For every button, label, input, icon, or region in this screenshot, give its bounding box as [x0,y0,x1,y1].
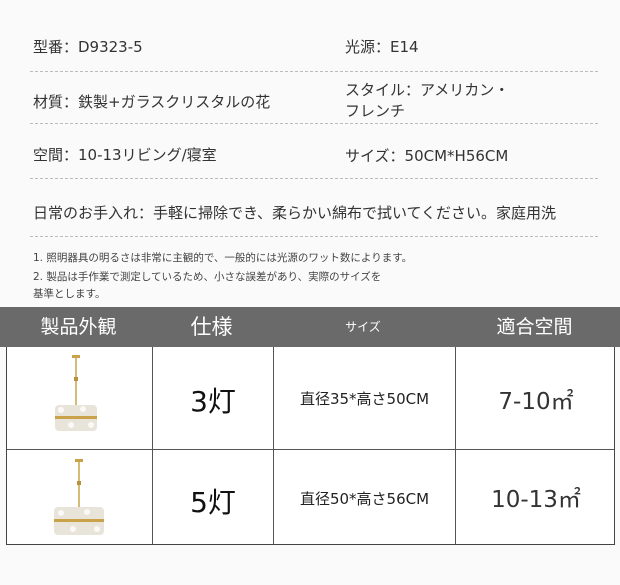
note-1: 1. 照明器具の明るさは非常に主観的で、一般的には光源のワット数によります。 [33,252,413,264]
row1-spec: 3灯 [190,385,236,418]
spec-size: サイズ：50CM*H56CM [345,147,509,165]
header-area: 適合空間 [496,316,573,338]
note-3: 基準とします。 [33,288,106,300]
header-appearance: 製品外観 [40,316,117,338]
row1-size: 直径35*高さ50CM [299,390,430,408]
note-2: 2. 製品は手作業で測定しているため、小さな誤差があり、実際のサイズを [33,271,382,283]
divider [30,71,598,72]
spec-material: 材質：鉄製+ガラスクリスタルの花 [33,93,271,111]
divider [30,123,598,124]
spec-model: 型番：D9323-5 [33,38,143,56]
product-table: 3灯 直径35*高さ50CM 7-10㎡ 5灯 直径50*高さ56CM 10-1… [6,347,615,545]
divider [30,178,598,179]
spec-space: 空間：10-13リビング/寝室 [33,146,217,164]
header-size: サイズ [345,320,381,334]
header-spec: 仕様 [190,315,233,339]
spec-style-line2: フレンチ [345,102,406,120]
row2-size: 直径50*高さ56CM [299,490,430,508]
spec-light-source: 光源：E14 [345,38,419,56]
row1-area: 7-10㎡ [498,389,574,415]
divider [30,236,598,237]
spec-style-line1: スタイル：アメリカン・ [345,81,510,99]
chandelier-image [54,459,104,535]
spec-care: 日常のお手入れ：手軽に掃除でき、柔らかい綿布で拭いてください。家庭用洗 [33,204,557,222]
table-header: 製品外観 仕様 サイズ 適合空間 [0,307,620,347]
chandelier-image [55,355,97,431]
row2-area: 10-13㎡ [491,487,581,513]
row2-spec: 5灯 [190,486,236,519]
